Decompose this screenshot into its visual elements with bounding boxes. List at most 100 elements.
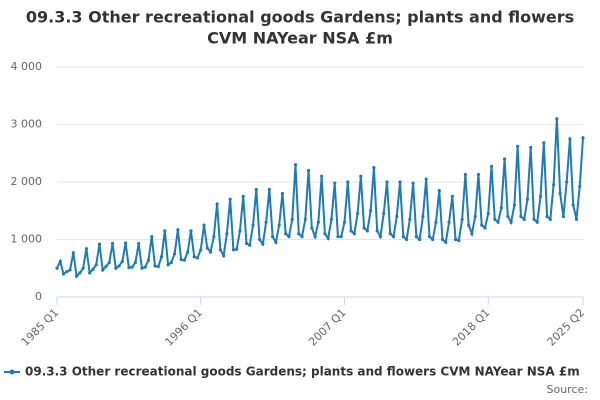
point bbox=[222, 254, 226, 258]
point bbox=[163, 229, 167, 233]
point bbox=[251, 223, 255, 227]
point bbox=[480, 223, 484, 227]
point bbox=[437, 189, 441, 193]
point bbox=[215, 202, 219, 206]
point bbox=[150, 235, 154, 239]
point bbox=[323, 232, 327, 236]
point bbox=[532, 217, 536, 221]
point bbox=[346, 180, 350, 184]
point bbox=[320, 174, 324, 178]
point bbox=[195, 256, 200, 260]
point bbox=[581, 136, 585, 140]
point bbox=[385, 180, 389, 184]
point bbox=[450, 194, 454, 198]
point bbox=[336, 235, 340, 239]
point bbox=[68, 268, 72, 272]
point bbox=[55, 266, 59, 270]
chart-title: 09.3.3 Other recreational goods Gardens;… bbox=[26, 8, 574, 27]
point bbox=[179, 258, 183, 262]
point bbox=[519, 214, 523, 219]
point bbox=[444, 240, 448, 244]
point bbox=[238, 229, 242, 233]
point bbox=[434, 220, 438, 224]
x-tick-label: 1985 Q1 bbox=[19, 306, 62, 349]
point bbox=[388, 232, 392, 236]
point bbox=[274, 240, 278, 244]
point bbox=[411, 181, 415, 185]
point bbox=[362, 226, 366, 230]
point bbox=[378, 235, 383, 239]
point bbox=[287, 235, 291, 239]
point bbox=[202, 223, 206, 227]
point bbox=[496, 220, 500, 224]
point bbox=[418, 237, 422, 242]
point bbox=[140, 266, 144, 270]
point bbox=[97, 242, 102, 246]
point bbox=[267, 187, 271, 192]
point bbox=[306, 168, 311, 173]
point bbox=[359, 174, 363, 178]
point bbox=[153, 264, 157, 268]
point bbox=[169, 260, 173, 265]
point bbox=[516, 144, 520, 148]
point bbox=[365, 229, 369, 233]
point bbox=[107, 260, 111, 265]
y-tick-label: 1 000 bbox=[11, 233, 43, 246]
point bbox=[558, 191, 562, 196]
point bbox=[235, 247, 239, 251]
point bbox=[424, 177, 428, 181]
point bbox=[137, 241, 141, 246]
point bbox=[91, 267, 95, 271]
x-tick-label: 2007 Q1 bbox=[306, 306, 349, 349]
point bbox=[303, 217, 307, 221]
x-tick-label: 2025 Q2 bbox=[545, 306, 588, 349]
point bbox=[159, 255, 164, 259]
point bbox=[502, 157, 507, 161]
point bbox=[212, 235, 216, 239]
point bbox=[522, 217, 526, 221]
point bbox=[548, 217, 552, 221]
point bbox=[578, 185, 582, 189]
point bbox=[241, 194, 245, 198]
point bbox=[568, 137, 572, 141]
point bbox=[71, 251, 75, 255]
point bbox=[300, 235, 304, 239]
point bbox=[290, 217, 294, 221]
point bbox=[326, 236, 330, 240]
point bbox=[78, 271, 82, 275]
point bbox=[349, 229, 353, 233]
legend-marker bbox=[9, 369, 15, 375]
point bbox=[88, 271, 92, 275]
point bbox=[104, 264, 108, 269]
point bbox=[551, 183, 556, 187]
point bbox=[565, 180, 569, 184]
point bbox=[94, 263, 98, 267]
point bbox=[542, 141, 546, 145]
series-line bbox=[56, 118, 584, 279]
legend-label: 09.3.3 Other recreational goods Gardens;… bbox=[25, 365, 580, 379]
point bbox=[205, 246, 209, 250]
point bbox=[58, 259, 62, 263]
point bbox=[189, 229, 193, 233]
point bbox=[277, 223, 281, 227]
point bbox=[110, 241, 115, 246]
point bbox=[333, 181, 337, 185]
point bbox=[561, 214, 565, 219]
point bbox=[297, 232, 301, 236]
point bbox=[369, 209, 373, 213]
point bbox=[372, 166, 376, 170]
point bbox=[231, 248, 236, 252]
point bbox=[271, 235, 275, 239]
point bbox=[186, 250, 190, 254]
point bbox=[284, 232, 288, 236]
point bbox=[414, 235, 418, 239]
point bbox=[391, 235, 396, 239]
x-tick-label: 1996 Q1 bbox=[162, 306, 205, 349]
point bbox=[571, 203, 575, 207]
point bbox=[506, 214, 510, 219]
point bbox=[525, 197, 530, 201]
point bbox=[173, 252, 177, 256]
point bbox=[431, 237, 435, 242]
point bbox=[339, 235, 343, 239]
